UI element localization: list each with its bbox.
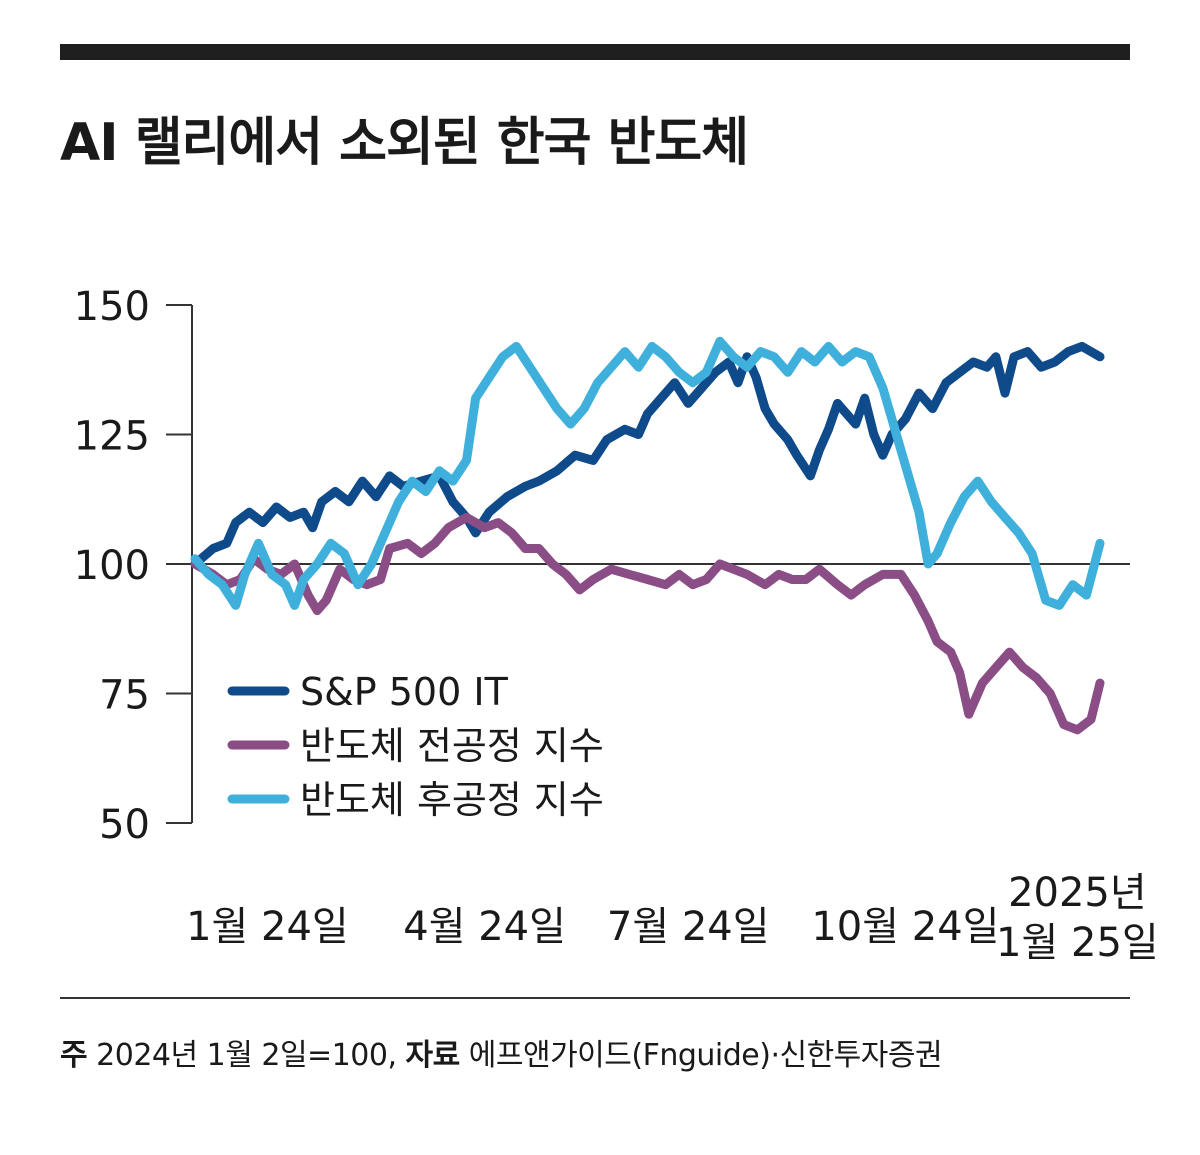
legend-label-1: S&P 500 IT: [300, 670, 509, 714]
source-label: 자료: [405, 1038, 461, 1073]
x-tick-label-5: 1월 25일: [996, 920, 1159, 966]
y-tick-label: 75: [99, 673, 150, 719]
top-rule: [60, 44, 1130, 60]
legend-label-2: 반도체 전공정 지수: [300, 724, 604, 768]
y-tick-label: 100: [74, 543, 150, 589]
source-text: 에프앤가이드(Fnguide)·신한투자증권: [468, 1038, 943, 1073]
series-line-3: [190, 336, 1105, 610]
note-label: 주: [60, 1038, 88, 1073]
x-tick-label-2: 4월 24일: [403, 904, 566, 950]
legend-label-3: 반도체 후공정 지수: [300, 778, 604, 822]
y-tick-label: 125: [74, 414, 150, 460]
note-text: 2024년 1월 2일=100,: [96, 1038, 397, 1073]
series-line-2: [190, 512, 1105, 735]
x-tick-label-1: 1월 24일: [186, 904, 349, 950]
y-tick-label: 50: [99, 802, 150, 848]
x-tick-label-5: 2025년: [1008, 870, 1147, 916]
x-tick-label-3: 7월 24일: [607, 904, 770, 950]
x-tick-label-4: 10월 24일: [811, 904, 999, 950]
chart-title: AI 랠리에서 소외된 한국 반도체: [60, 113, 749, 173]
footnote: 주 2024년 1월 2일=100, 자료 에프앤가이드(Fnguide)·신한…: [60, 1030, 943, 1074]
y-tick-label: 150: [74, 284, 150, 330]
bottom-rule: [60, 997, 1130, 999]
series-line-1: [190, 341, 1105, 569]
